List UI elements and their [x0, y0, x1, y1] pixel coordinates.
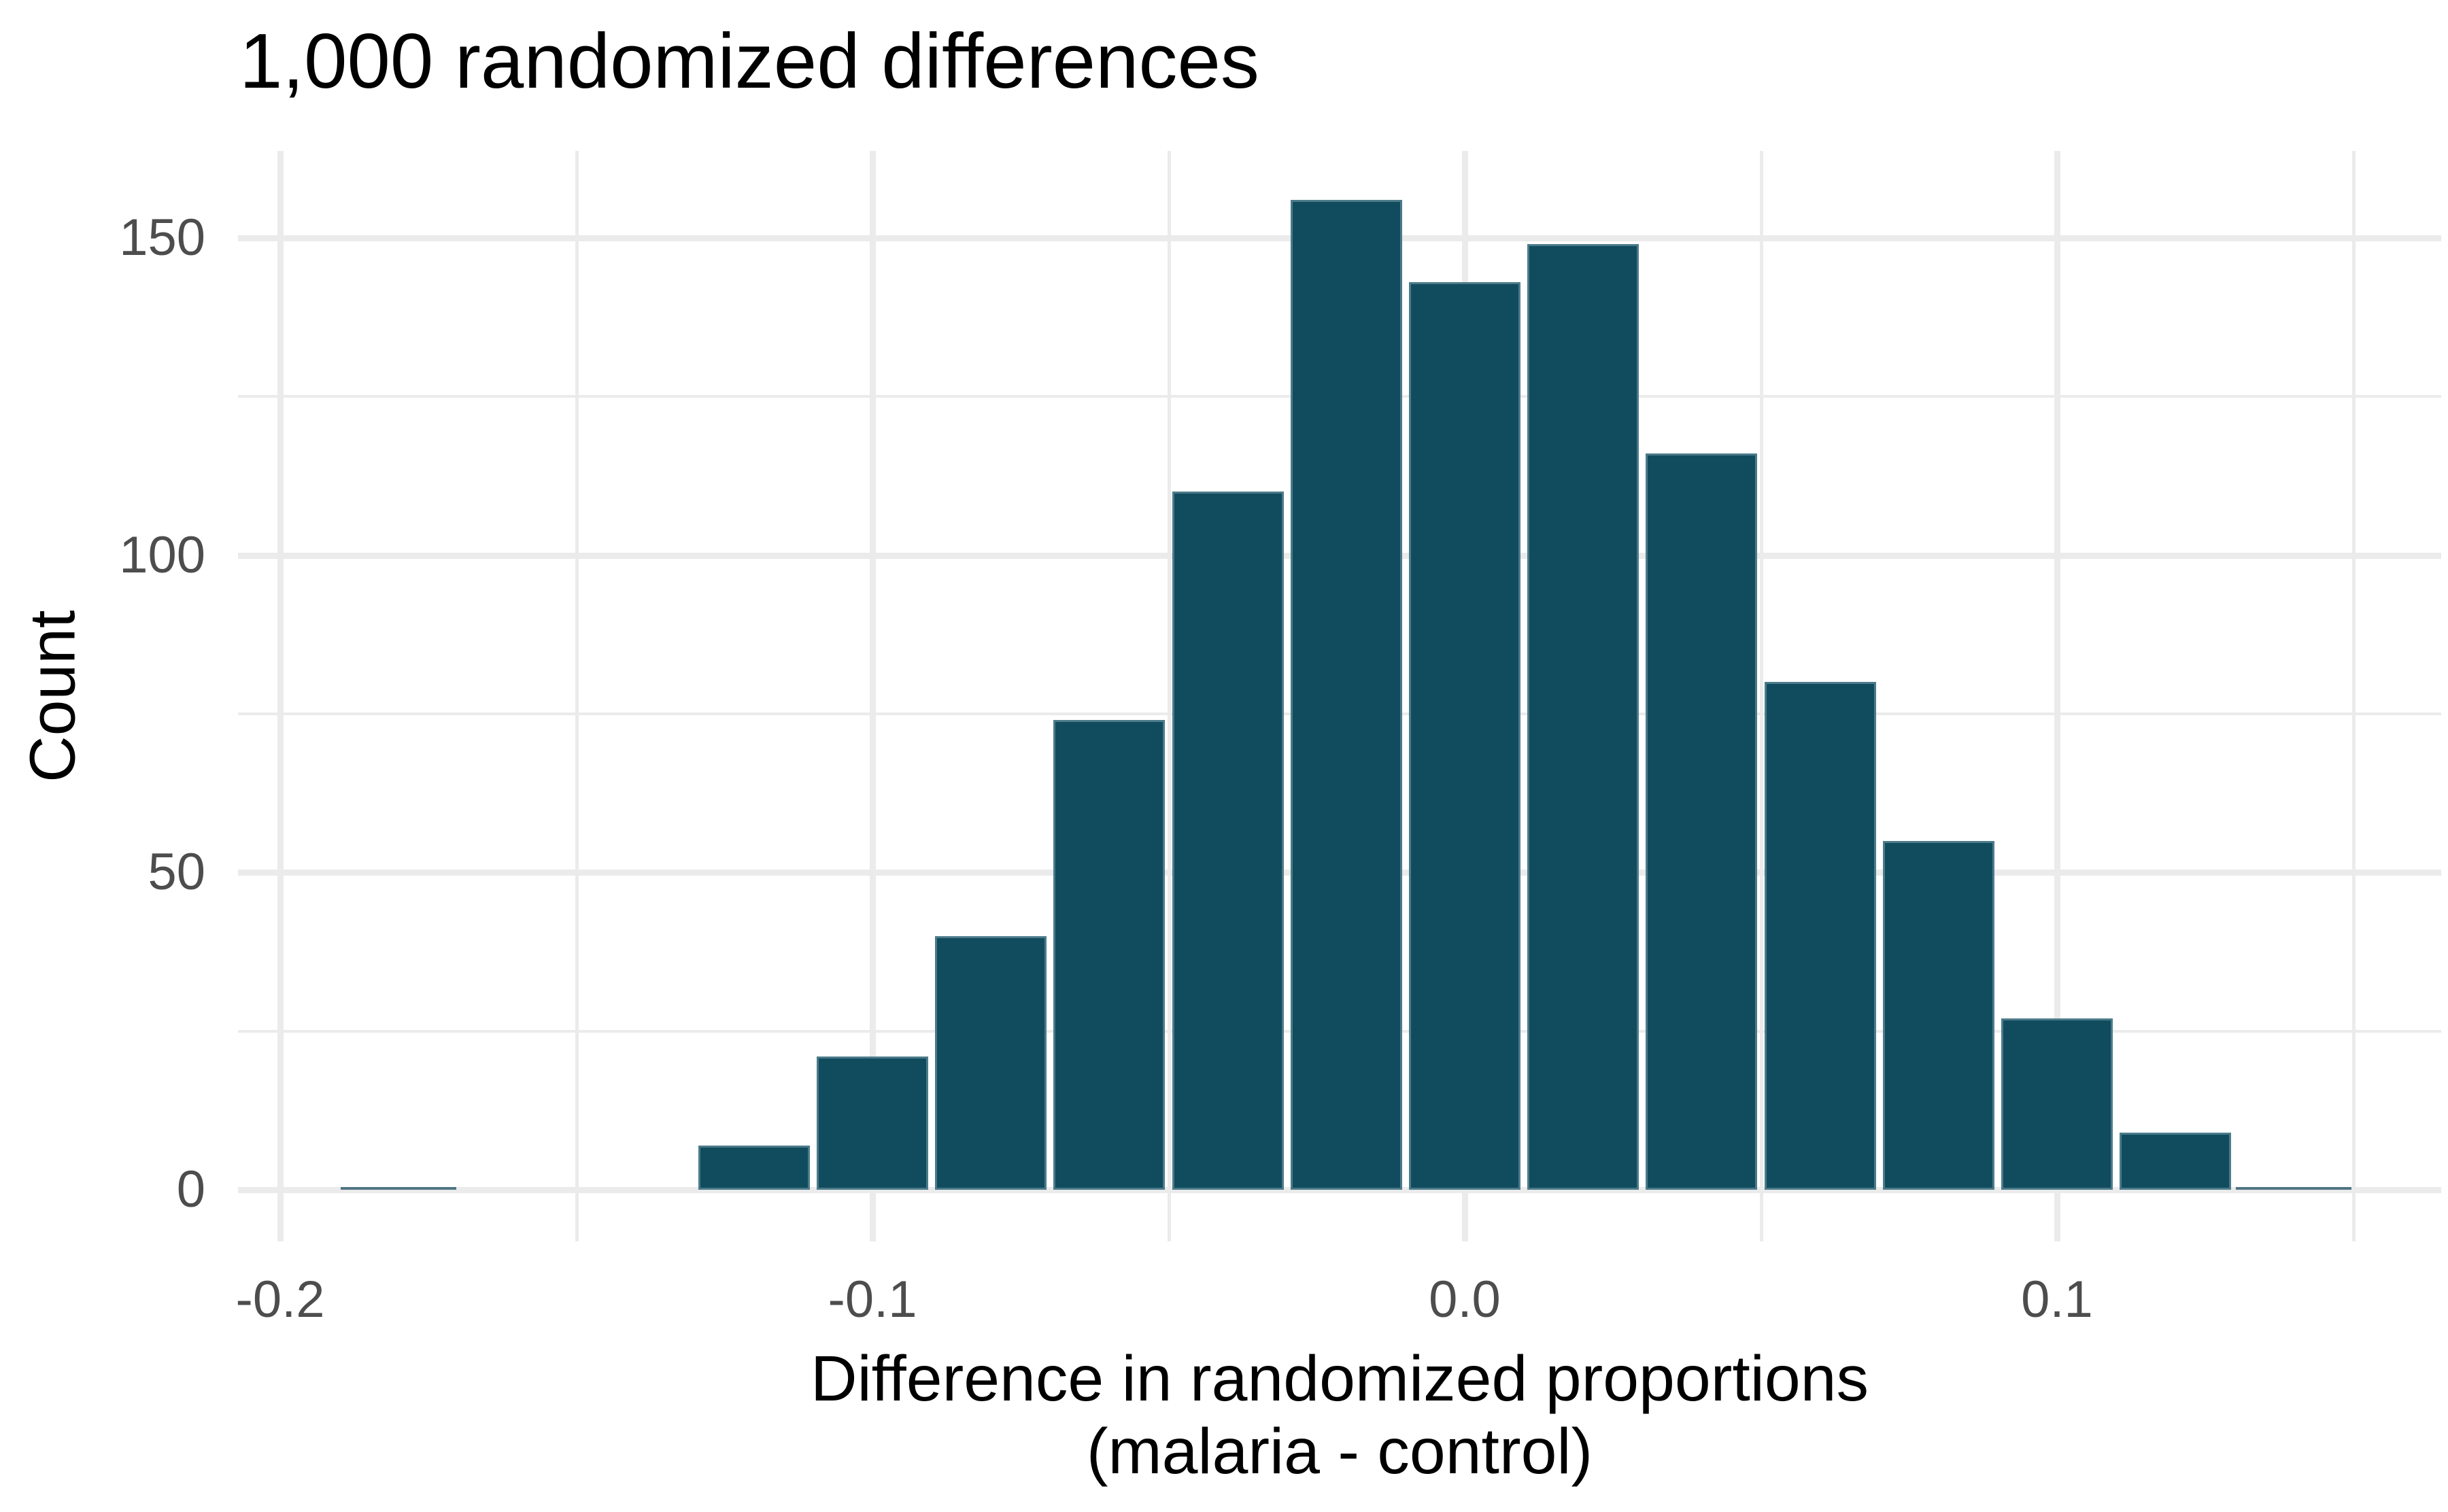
- histogram-bar[interactable]: [1527, 244, 1639, 1190]
- histogram-bar[interactable]: [1172, 492, 1284, 1190]
- x-minor-gridline: [575, 151, 579, 1241]
- histogram-bar[interactable]: [1290, 200, 1402, 1190]
- x-major-gridline: [2054, 151, 2060, 1241]
- zero-count-bin-stroke: [2236, 1187, 2352, 1190]
- y-axis-title: Count: [16, 610, 89, 783]
- x-axis-title-line1: Difference in randomized proportions: [810, 1343, 1869, 1415]
- x-minor-gridline: [1167, 151, 1171, 1241]
- x-minor-gridline: [2351, 151, 2356, 1241]
- x-tick-label: -0.1: [828, 1271, 917, 1328]
- x-axis-title: Difference in randomized proportions (ma…: [238, 1343, 2441, 1489]
- histogram-bar[interactable]: [1882, 840, 1994, 1190]
- histogram-bar[interactable]: [1764, 682, 1876, 1190]
- histogram-bar[interactable]: [1646, 453, 1758, 1190]
- histogram-bar[interactable]: [935, 935, 1047, 1190]
- x-tick-label: 0.0: [1429, 1271, 1501, 1328]
- x-axis-title-line2: (malaria - control): [1086, 1415, 1593, 1488]
- y-major-gridline: [238, 1187, 2441, 1193]
- x-tick-label: -0.2: [235, 1271, 325, 1328]
- chart-title: 1,000 randomized differences: [239, 18, 1259, 105]
- zero-count-bin-stroke: [341, 1187, 457, 1190]
- x-major-gridline: [870, 151, 876, 1241]
- histogram-bar[interactable]: [698, 1145, 810, 1190]
- x-major-gridline: [277, 151, 284, 1241]
- y-tick-label: 100: [119, 526, 205, 584]
- y-tick-label: 50: [148, 843, 205, 901]
- histogram-bar[interactable]: [1408, 282, 1521, 1190]
- histogram-bar[interactable]: [1053, 720, 1166, 1190]
- histogram-bar[interactable]: [2001, 1018, 2113, 1190]
- x-minor-gridline: [1759, 151, 1763, 1241]
- y-tick-label: 150: [119, 209, 205, 267]
- histogram-bar[interactable]: [2120, 1133, 2232, 1190]
- y-tick-label: 0: [176, 1161, 205, 1218]
- histogram-bar[interactable]: [816, 1056, 929, 1190]
- x-tick-label: 0.1: [2021, 1271, 2093, 1328]
